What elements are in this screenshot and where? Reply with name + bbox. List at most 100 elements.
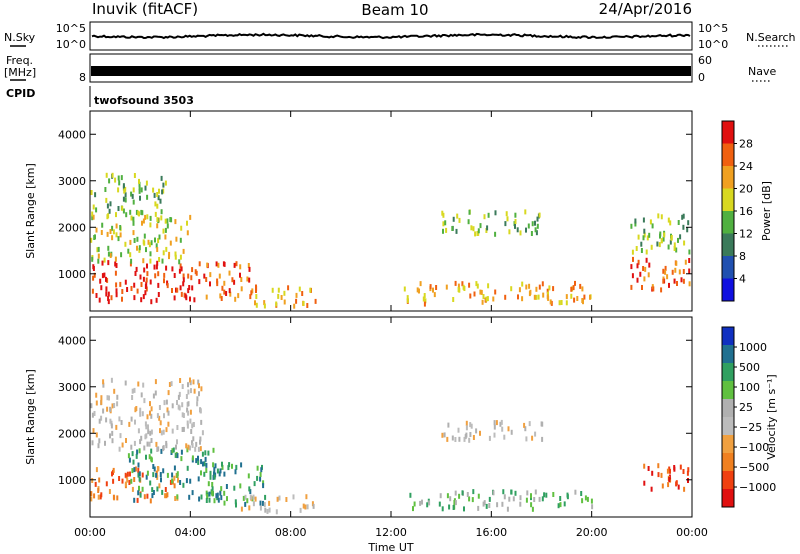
data-cell xyxy=(244,501,247,507)
data-cell xyxy=(216,278,219,284)
data-cell xyxy=(132,199,135,205)
data-cell xyxy=(100,415,103,421)
data-cell xyxy=(173,475,176,481)
data-cell xyxy=(163,272,166,278)
data-cell xyxy=(583,294,586,300)
data-cell xyxy=(166,223,169,229)
data-cell xyxy=(223,261,226,267)
data-cell xyxy=(182,426,185,432)
data-cell xyxy=(305,494,308,500)
data-cell xyxy=(145,277,148,283)
data-cell xyxy=(134,419,136,425)
data-cell xyxy=(644,266,647,272)
data-cell xyxy=(111,438,114,444)
data-cell xyxy=(178,268,181,274)
data-cell xyxy=(465,432,468,438)
data-cell xyxy=(138,178,140,184)
data-cell xyxy=(158,234,161,240)
data-cell xyxy=(228,288,231,294)
data-cell xyxy=(99,494,102,500)
freq-right-tick-top: 60 xyxy=(698,54,712,67)
data-cell xyxy=(677,220,680,225)
data-cell xyxy=(458,217,461,223)
data-cell xyxy=(670,235,673,240)
data-cell xyxy=(197,455,199,461)
colorbar-swatch xyxy=(722,211,734,234)
data-cell xyxy=(441,432,444,438)
data-cell xyxy=(176,494,179,500)
data-cell xyxy=(205,462,208,468)
data-cell xyxy=(541,281,544,287)
data-cell xyxy=(203,273,206,279)
data-cell xyxy=(159,420,162,426)
data-cell xyxy=(103,257,106,263)
data-cell xyxy=(137,381,140,387)
data-cell xyxy=(487,212,490,218)
data-cell xyxy=(161,189,164,195)
data-cell xyxy=(171,478,174,484)
data-cell xyxy=(248,486,251,492)
data-cell xyxy=(510,286,513,292)
data-cell xyxy=(550,300,553,306)
data-cell xyxy=(488,496,491,502)
data-cell xyxy=(477,493,480,499)
data-cell xyxy=(252,494,255,500)
data-cell xyxy=(463,436,466,442)
colorbar-tick-label: 24 xyxy=(739,160,753,173)
data-cell xyxy=(565,294,568,300)
data-cell xyxy=(312,503,315,509)
data-cell xyxy=(145,433,148,439)
data-cell xyxy=(514,490,517,496)
data-cell xyxy=(128,421,131,427)
data-cell xyxy=(135,266,138,272)
data-cell xyxy=(120,175,123,181)
data-cell xyxy=(581,498,584,504)
data-cell xyxy=(302,503,305,509)
data-cell xyxy=(579,283,582,289)
data-cell xyxy=(124,279,127,285)
data-cell xyxy=(190,275,193,281)
data-cell xyxy=(104,440,106,446)
data-cell xyxy=(199,408,202,414)
data-cell xyxy=(641,285,643,290)
data-cell xyxy=(150,299,153,305)
data-cell xyxy=(242,495,245,501)
data-cell xyxy=(631,249,634,255)
data-cell xyxy=(510,489,513,495)
data-cell xyxy=(140,392,143,398)
data-cell xyxy=(164,234,167,240)
data-cell xyxy=(97,488,100,493)
data-cell xyxy=(457,427,460,433)
data-cell xyxy=(156,217,159,223)
data-cell xyxy=(118,416,121,422)
data-cell xyxy=(647,272,650,278)
data-cell xyxy=(117,175,120,181)
data-cell xyxy=(199,446,202,452)
data-cell xyxy=(231,463,233,469)
data-cell xyxy=(130,258,133,264)
data-cell xyxy=(191,455,194,461)
data-cell xyxy=(139,439,142,445)
data-cell xyxy=(148,441,151,447)
data-cell xyxy=(212,462,215,468)
data-cell xyxy=(504,221,507,227)
data-cell xyxy=(518,287,521,293)
data-cell xyxy=(134,271,137,276)
power-colorbar-label: Power [dB] xyxy=(760,181,773,241)
data-cell xyxy=(276,496,279,502)
data-cell xyxy=(247,263,250,268)
data-cell xyxy=(306,504,309,510)
data-cell xyxy=(671,269,674,275)
colorbar-tick-label: 4 xyxy=(739,273,746,286)
data-cell xyxy=(574,280,576,286)
data-cell xyxy=(96,247,99,253)
data-cell xyxy=(209,281,211,287)
data-cell xyxy=(108,178,111,184)
data-cell xyxy=(171,403,174,409)
data-cell xyxy=(110,377,113,383)
data-cell xyxy=(454,500,457,506)
data-cell xyxy=(246,276,249,282)
data-cell xyxy=(240,506,243,512)
data-cell xyxy=(188,494,191,500)
data-cell xyxy=(138,188,141,194)
